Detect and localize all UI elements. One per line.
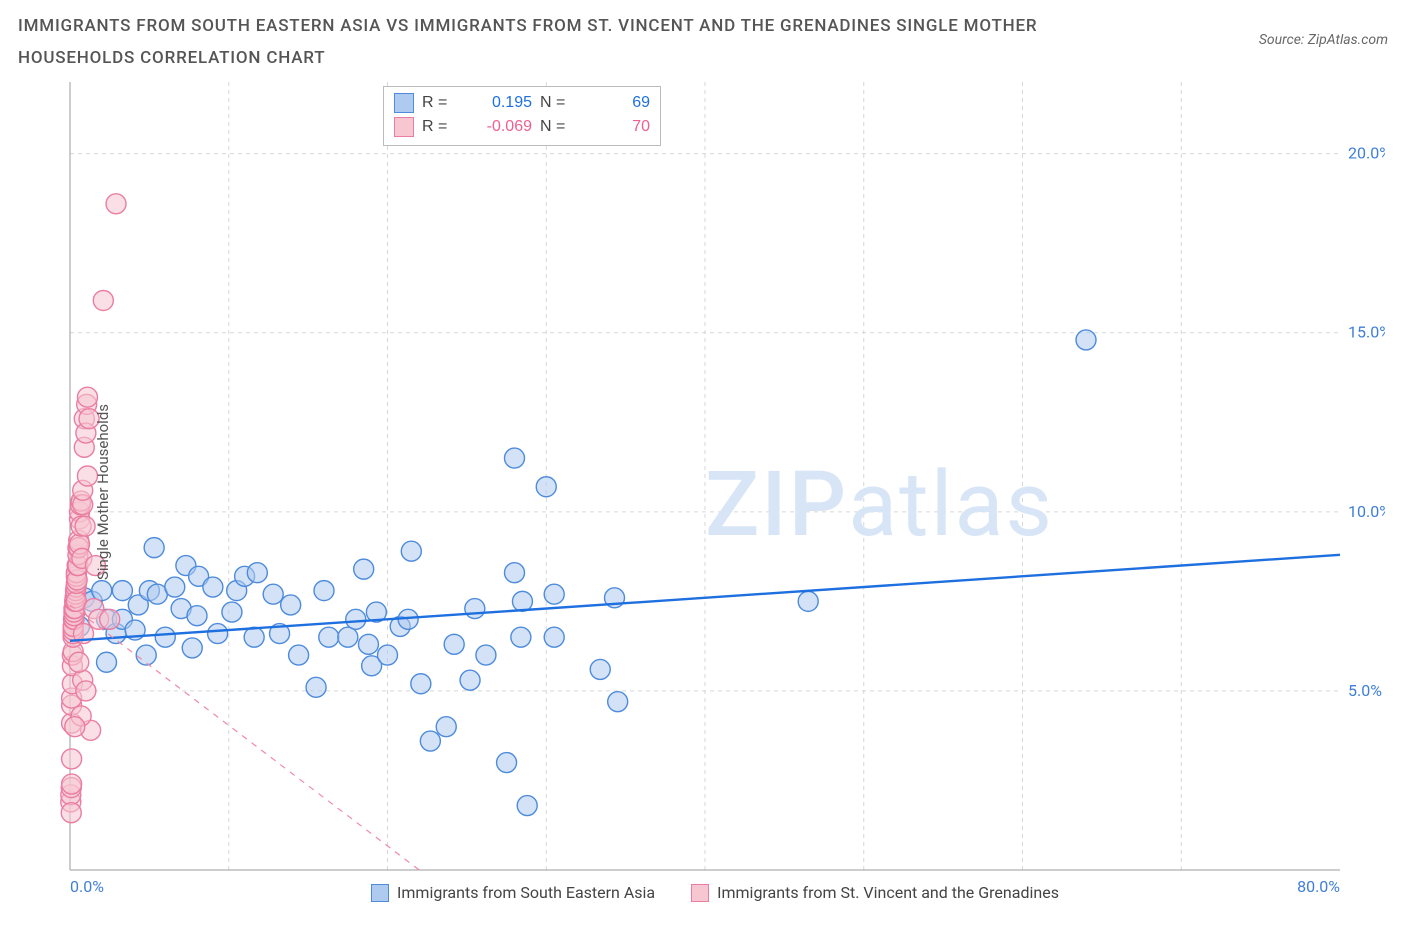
chart-header: IMMIGRANTS FROM SOUTH EASTERN ASIA VS IM… bbox=[18, 10, 1388, 75]
source-name: ZipAtlas.com bbox=[1308, 32, 1388, 48]
legend-r-label: R = bbox=[422, 94, 462, 112]
source-line: Source: ZipAtlas.com bbox=[1259, 32, 1388, 48]
series-name-blue: Immigrants from South Eastern Asia bbox=[397, 883, 655, 902]
legend-swatch-pink bbox=[394, 117, 414, 137]
svg-text:5.0%: 5.0% bbox=[1348, 681, 1382, 700]
stats-legend-row-pink: R = -0.069 N = 70 bbox=[394, 115, 650, 139]
stats-legend-box: R = 0.195 N = 69 R = -0.069 N = 70 bbox=[383, 86, 661, 146]
series-swatch-blue bbox=[371, 884, 389, 902]
series-legend-item-pink: Immigrants from St. Vincent and the Gren… bbox=[691, 883, 1059, 902]
legend-r-label: R = bbox=[422, 118, 462, 136]
series-name-pink: Immigrants from St. Vincent and the Gren… bbox=[717, 883, 1059, 902]
series-swatch-pink bbox=[691, 884, 709, 902]
svg-text:15.0%: 15.0% bbox=[1348, 323, 1385, 342]
series-legend-item-blue: Immigrants from South Eastern Asia bbox=[371, 883, 655, 902]
y-axis-label: Single Mother Households bbox=[94, 404, 112, 580]
svg-text:10.0%: 10.0% bbox=[1348, 502, 1385, 521]
stats-legend-row-blue: R = 0.195 N = 69 bbox=[394, 91, 650, 115]
legend-n-value-blue: 69 bbox=[588, 94, 650, 112]
legend-n-label: N = bbox=[540, 118, 580, 136]
legend-n-value-pink: 70 bbox=[588, 118, 650, 136]
legend-n-label: N = bbox=[540, 94, 580, 112]
legend-r-value-pink: -0.069 bbox=[470, 118, 532, 136]
svg-text:20.0%: 20.0% bbox=[1348, 144, 1385, 163]
legend-swatch-blue bbox=[394, 93, 414, 113]
chart-container: Single Mother Households 5.0% 10.0% 15.0% 2… bbox=[45, 82, 1385, 902]
source-label: Source: bbox=[1259, 32, 1308, 48]
chart-title: IMMIGRANTS FROM SOUTH EASTERN ASIA VS IM… bbox=[18, 10, 1118, 75]
series-legend: Immigrants from South Eastern Asia Immig… bbox=[45, 883, 1385, 902]
legend-r-value-blue: 0.195 bbox=[470, 94, 532, 112]
scatter-plot-svg: 5.0%10.0%15.0%20.0%0.0%80.0% bbox=[45, 82, 1385, 902]
